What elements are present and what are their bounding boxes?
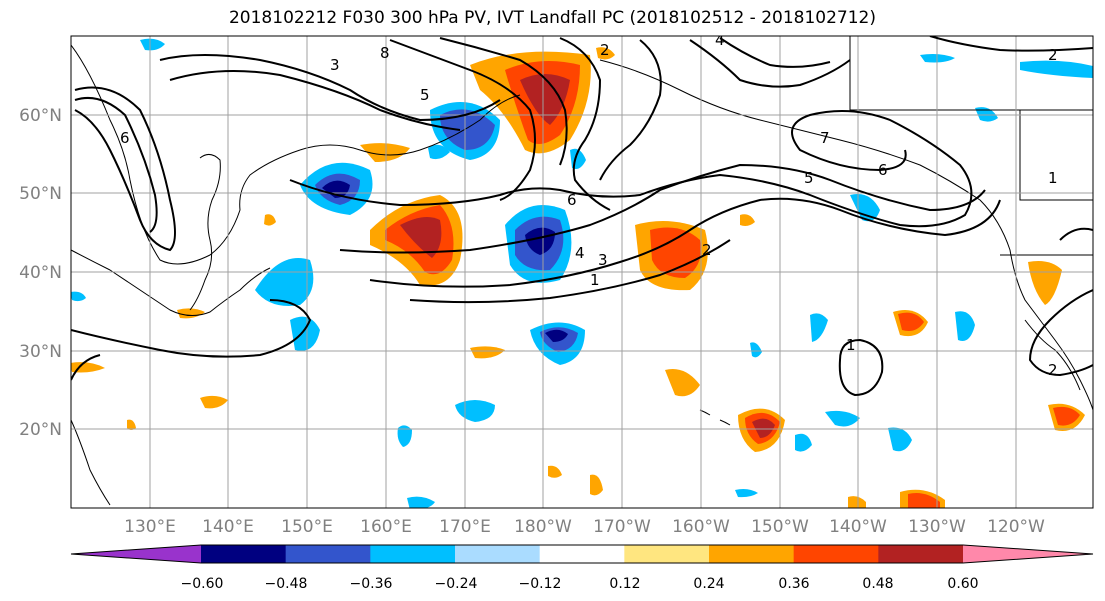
svg-text:4: 4: [575, 244, 585, 262]
negative-pv-anomaly: [428, 144, 450, 160]
positive-pv-anomaly: [548, 465, 562, 478]
svg-text:2: 2: [600, 41, 610, 59]
lon-label: 180°W: [514, 517, 572, 537]
lon-label: 160°W: [672, 517, 730, 537]
positive-pv-anomaly: [740, 214, 755, 226]
colorbar-tick-label: −0.60: [181, 576, 224, 592]
svg-text:7: 7: [820, 129, 830, 147]
svg-text:1: 1: [1048, 169, 1058, 187]
lat-label: 20°N: [19, 420, 62, 440]
negative-pv-anomaly: [750, 342, 762, 358]
latitude-labels: 60°N 50°N 40°N 30°N 20°N: [19, 106, 62, 440]
pv-shading: [71, 38, 1093, 508]
lon-label: 160°E: [360, 517, 412, 537]
contour-labels: 3 6 8 2 4 6 5 4 3 1 2 7 6 5 2 1 1 2: [120, 31, 1058, 379]
lat-label: 30°N: [19, 342, 62, 362]
colorbar-tick-label: 0.12: [609, 576, 640, 592]
svg-text:5: 5: [804, 169, 814, 187]
svg-text:3: 3: [330, 56, 340, 74]
positive-pv-anomaly: [264, 214, 276, 226]
colorbar-segment: [624, 545, 710, 563]
negative-pv-anomaly: [71, 291, 86, 302]
negative-pv-anomaly: [255, 258, 314, 306]
colorbar-segment: [370, 545, 456, 563]
lon-label: 170°E: [439, 517, 491, 537]
colorbar-outline: [70, 544, 1094, 564]
colorbar-segment: [793, 545, 879, 563]
negative-pv-anomaly: [795, 433, 812, 452]
lat-label: 60°N: [19, 106, 62, 126]
positive-pv-anomaly: [590, 474, 603, 496]
svg-text:4: 4: [715, 31, 725, 49]
plot-border: [70, 35, 1094, 509]
negative-pv-anomaly: [290, 316, 320, 351]
colorbar-segment: [878, 545, 964, 563]
negative-pv-anomaly: [407, 496, 435, 508]
positive-pv-anomaly: [71, 362, 105, 373]
colorbar-tick-label: −0.36: [350, 576, 393, 592]
svg-text:5: 5: [420, 86, 430, 104]
lon-label: 140°E: [202, 517, 254, 537]
negative-pv-anomaly: [810, 313, 828, 342]
negative-pv-anomaly: [825, 410, 860, 427]
lat-label: 50°N: [19, 184, 62, 204]
negative-pv-anomaly: [735, 489, 758, 498]
negative-pv-anomaly: [140, 38, 165, 51]
svg-text:6: 6: [878, 161, 888, 179]
svg-text:2: 2: [1048, 46, 1058, 64]
svg-text:6: 6: [567, 191, 577, 209]
svg-text:2: 2: [702, 241, 712, 259]
positive-pv-anomaly: [596, 47, 615, 60]
lon-label: 140°W: [829, 517, 887, 537]
colorbar-segment: [285, 545, 371, 563]
colorbar-tick-label: 0.60: [947, 576, 978, 592]
colorbar-segment: [71, 545, 201, 563]
colorbar-segment: [709, 545, 795, 563]
positive-pv-anomaly: [470, 346, 505, 359]
positive-pv-anomaly: [360, 143, 410, 162]
colorbar-tick-label: 0.24: [693, 576, 724, 592]
positive-pv-anomaly: [177, 308, 205, 319]
lon-label: 120°W: [987, 517, 1045, 537]
svg-text:2: 2: [1048, 361, 1058, 379]
svg-text:1: 1: [846, 336, 856, 354]
positive-pv-anomaly: [665, 369, 700, 397]
negative-pv-anomaly: [955, 311, 975, 341]
colorbar-segment: [201, 545, 287, 563]
negative-pv-anomaly: [1020, 60, 1093, 78]
map-title: 2018102212 F030 300 hPa PV, IVT Landfall…: [228, 8, 876, 28]
colorbar-tick-label: −0.24: [435, 576, 478, 592]
colorbar-tick-label: 0.36: [778, 576, 809, 592]
lon-label: 170°W: [593, 517, 651, 537]
colorbar-segment: [539, 545, 625, 563]
negative-pv-anomaly: [975, 107, 998, 122]
coastlines: [71, 36, 1093, 506]
positive-pv-anomaly: [848, 496, 866, 508]
lon-label: 150°W: [751, 517, 809, 537]
svg-text:3: 3: [598, 251, 608, 269]
lat-label: 40°N: [19, 263, 62, 283]
colorbar-tick-label: −0.48: [265, 576, 308, 592]
lon-label: 130°W: [908, 517, 966, 537]
svg-text:6: 6: [120, 129, 130, 147]
negative-pv-anomaly: [397, 425, 412, 447]
colorbar-segment: [963, 545, 1093, 563]
positive-pv-anomaly: [200, 395, 228, 409]
colorbar-tick-labels: −0.60 −0.48 −0.36 −0.24 −0.12 0.12 0.24 …: [181, 576, 979, 592]
negative-pv-anomaly: [888, 427, 912, 452]
svg-text:8: 8: [380, 44, 390, 62]
colorbar-tick-label: 0.48: [862, 576, 893, 592]
colorbar-tick-label: −0.12: [519, 576, 562, 592]
lon-label: 150°E: [281, 517, 333, 537]
positive-pv-anomaly: [127, 419, 136, 430]
colorbar-segment: [455, 545, 541, 563]
longitude-labels: 130°E 140°E 150°E 160°E 170°E 180°W 170°…: [124, 517, 1045, 537]
colorbar: [70, 544, 1094, 564]
lon-label: 130°E: [124, 517, 176, 537]
svg-text:1: 1: [590, 271, 600, 289]
ivt-contours: [71, 36, 1093, 397]
